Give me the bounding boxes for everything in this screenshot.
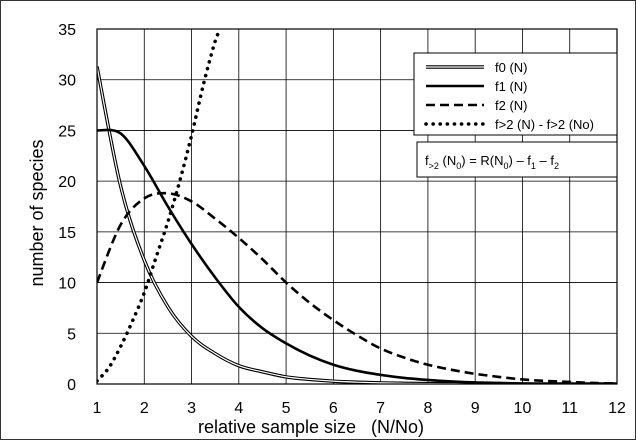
x-tick-label: 8 — [423, 400, 432, 417]
formula-box: f>2 (N0) = R(N0) – f1 – f2 — [416, 141, 618, 178]
x-tick-label: 9 — [471, 400, 480, 417]
formula-mid-sub: 0 — [504, 161, 509, 171]
x-tick-labels: 1 2 3 4 5 6 7 8 9 10 11 12 — [93, 400, 626, 417]
series-line-f2-n — [97, 191, 617, 384]
legend-label-f0-n: f0 (N) — [495, 60, 528, 75]
y-tick-label: 25 — [58, 123, 76, 140]
y-tick-label: 35 — [58, 22, 76, 39]
formula-tail1-sub: 1 — [531, 161, 536, 171]
x-tick-label: 10 — [514, 400, 532, 417]
x-tick-label: 11 — [561, 400, 578, 417]
x-tick-label: 7 — [376, 400, 385, 417]
legend: f0 (N) f1 (N) f2 (N) f>2 (N) - f>2 (No) — [413, 52, 618, 136]
y-tick-label: 10 — [58, 276, 76, 293]
y-tick-label: 20 — [58, 174, 76, 191]
x-tick-label: 4 — [234, 400, 243, 417]
formula-tail1: ) – f — [509, 153, 532, 168]
formula-frame — [416, 141, 618, 178]
x-tick-label: 2 — [140, 400, 149, 417]
formula-lead: f — [425, 153, 429, 168]
plot-frame — [96, 28, 618, 385]
formula-tail2-sub: 2 — [554, 161, 559, 171]
y-axis-title: number of species — [27, 139, 47, 286]
series-line-inner-f0-n — [97, 66, 617, 384]
x-tick-label: 6 — [329, 400, 338, 417]
y-tick-label: 0 — [67, 377, 76, 394]
x-tick-label: 3 — [187, 400, 196, 417]
y-tick-label: 30 — [58, 73, 76, 90]
formula-lead-sub: >2 — [429, 161, 439, 171]
legend-label-f1-n: f1 (N) — [495, 79, 528, 94]
x-axis-title: relative sample size (N/No) — [198, 417, 424, 437]
legend-label-f-2-n-f-2-no: f>2 (N) - f>2 (No) — [495, 117, 594, 132]
y-tick-label: 15 — [58, 225, 76, 242]
legend-label-f2-n: f2 (N) — [495, 98, 528, 113]
x-tick-label: 12 — [608, 400, 626, 417]
formula-arg-sub: 0 — [456, 161, 461, 171]
x-tick-label: 5 — [282, 400, 291, 417]
formula-arg: (N — [439, 153, 456, 168]
formula-tail2: – f — [536, 153, 554, 168]
series-line-f-2-n-f-2-no — [97, 29, 223, 383]
y-tick-label: 5 — [67, 326, 76, 343]
series-group — [97, 29, 617, 384]
formula-text: f>2 (N0) = R(N0) – f1 – f2 — [425, 153, 559, 171]
y-tick-labels: 0 5 10 15 20 25 30 35 — [58, 22, 76, 394]
x-tick-label: 1 — [93, 400, 102, 417]
formula-mid: ) = R(N — [461, 153, 503, 168]
